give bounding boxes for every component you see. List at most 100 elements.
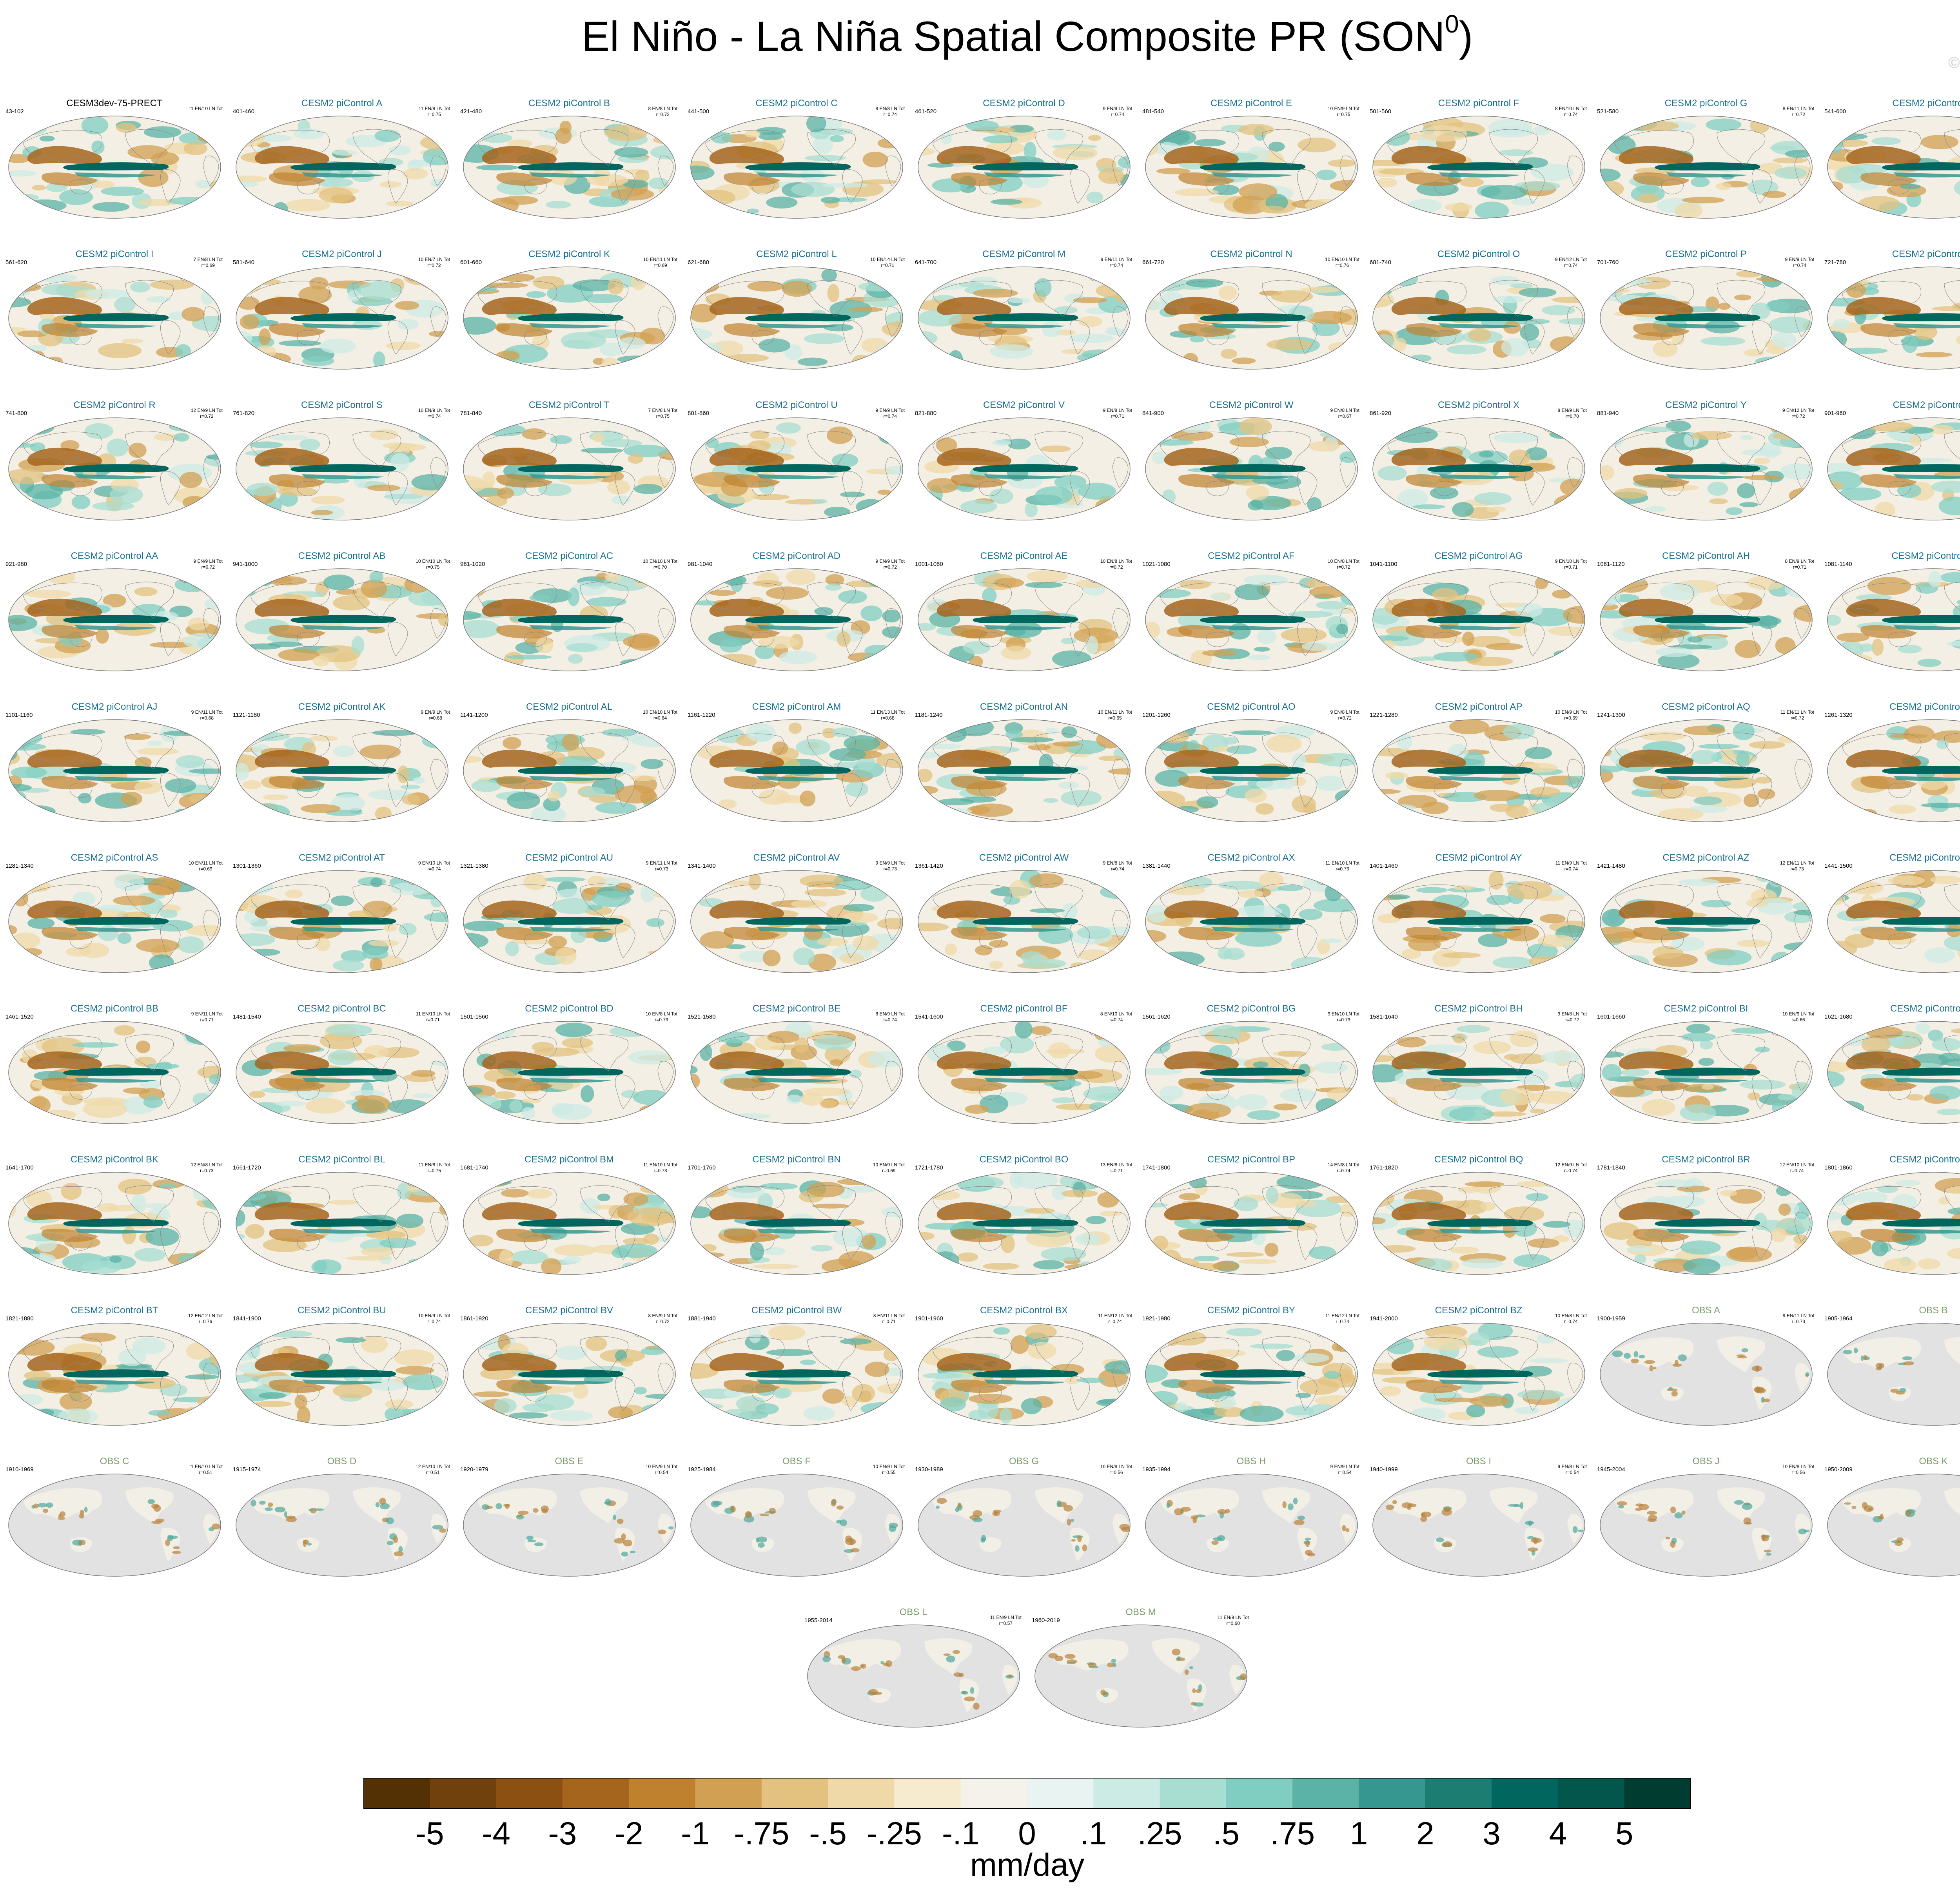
panel-stats: 9 EN/11 LN Tot r=0.74 — [1101, 257, 1132, 268]
map-panel: CESM2 piControl BW 1881-1940 8 EN/11 LN To… — [685, 1305, 908, 1427]
precip-anomaly-map — [1034, 1624, 1247, 1728]
panel-event-count: 11 EN/9 LN Tot — [1217, 1615, 1249, 1620]
panel-title: CESM2 piControl BM — [524, 1154, 614, 1165]
map-panel: OBS L 1955-2014 11 EN/9 LN Tot r=0.57 — [802, 1607, 1025, 1728]
panel-event-count: 10 EN/11 LN Tot — [1098, 709, 1132, 715]
map-panel: CESM2 piControl AH 1061-1120 8 EN/9 LN Tot… — [1595, 551, 1817, 672]
panel-event-count: 11 EN/11 LN Tot — [1780, 709, 1814, 715]
panel-stats: 9 EN/8 LN Tot r=0.72 — [1558, 1011, 1587, 1023]
panel-event-count: 11 EN/8 LN Tot — [418, 1162, 450, 1168]
map-panel: CESM2 piControl Y 881-940 9 EN/12 LN Tot r=… — [1595, 400, 1817, 521]
precip-anomaly-map — [236, 1323, 448, 1426]
panel-stats: 10 EN/11 LN Tot r=0.69 — [189, 860, 223, 872]
panel-title: CESM2 piControl Q — [1892, 249, 1960, 259]
precip-anomaly-map — [8, 1172, 221, 1275]
panel-years: 961-1020 — [460, 561, 485, 567]
panel-title: CESM2 piControl AN — [980, 702, 1068, 712]
map-panel: CESM2 piControl AO 1201-1260 9 EN/8 LN Tot… — [1140, 702, 1363, 823]
panel-stats: 9 EN/8 LN Tot r=0.54 — [1558, 1464, 1587, 1476]
panel-stats: 8 EN/11 LN Tot r=0.72 — [1783, 106, 1814, 118]
panel-event-count: 9 EN/8 LN Tot — [1557, 1011, 1587, 1017]
map-panel: CESM2 piControl F 501-560 8 EN/10 LN Tot r=… — [1367, 98, 1590, 219]
panel-stats: 9 EN/8 LN Tot r=0.72 — [1330, 709, 1359, 721]
panel-stats: 8 EN/9 LN Tot r=0.74 — [876, 1011, 905, 1023]
panel-correlation: r=0.74 — [883, 1017, 897, 1023]
precip-anomaly-map — [1600, 568, 1813, 671]
precip-anomaly-map — [236, 719, 448, 822]
panel-title: CESM2 piControl BJ — [1890, 1003, 1960, 1014]
map-panel: CESM2 piControl P 701-760 9 EN/9 LN Tot r=0… — [1595, 249, 1817, 370]
panel-correlation: r=0.74 — [1108, 1319, 1122, 1324]
panel-years: 1641-1700 — [5, 1164, 34, 1171]
panel-years: 1341-1400 — [688, 863, 716, 869]
precip-anomaly-map — [236, 1172, 448, 1275]
panel-years: 901-960 — [1824, 410, 1846, 417]
map-panel: CESM2 piControl BV 1861-1920 8 EN/9 LN Tot… — [458, 1305, 681, 1427]
watermark: © CVDP-LE — [1948, 54, 1960, 71]
panel-stats: 8 EN/10 LN Tot r=0.74 — [1555, 106, 1587, 118]
panel-title: CESM2 piControl BV — [525, 1305, 613, 1316]
panel-event-count: 8 EN/11 LN Tot — [873, 1313, 905, 1318]
panel-title: CESM2 piControl B — [528, 98, 610, 109]
panel-title: CESM2 piControl AH — [1662, 551, 1750, 561]
colorbar-frame — [363, 1778, 1691, 1809]
panel-stats: 10 EN/10 LN Tot r=0.64 — [643, 709, 677, 721]
map-panel: CESM2 piControl W 841-900 9 EN/8 LN Tot r=0… — [1140, 400, 1363, 521]
colorbar-swatch — [496, 1778, 563, 1809]
panel-stats: 9 EN/10 LN Tot r=0.74 — [418, 860, 450, 872]
colorbar-swatch — [1558, 1778, 1625, 1809]
precip-anomaly-map — [8, 1474, 221, 1577]
precip-anomaly-map — [8, 719, 221, 822]
panel-stats: 10 EN/8 LN Tot r=0.73 — [646, 1011, 677, 1023]
panel-event-count: 12 EN/10 LN Tot — [1780, 1162, 1814, 1168]
panel-event-count: 10 EN/9 LN Tot — [645, 1464, 677, 1469]
map-panel: CESM2 piControl X 861-920 8 EN/9 LN Tot r=0… — [1367, 400, 1590, 521]
panel-correlation: r=0.71 — [1111, 413, 1124, 419]
precip-anomaly-map — [1145, 267, 1358, 370]
map-panel: CESM2 piControl V 821-880 9 EN/8 LN Tot r=0… — [913, 400, 1135, 521]
colorbar-tick: -4 — [482, 1816, 511, 1851]
panel-years: 1960-2019 — [1032, 1617, 1060, 1624]
panel-years: 1181-1240 — [915, 712, 943, 718]
panel-event-count: 10 EN/9 LN Tot — [418, 1313, 450, 1318]
panel-event-count: 8 EN/9 LN Tot — [1785, 558, 1814, 564]
panel-correlation: r=0.65 — [1108, 715, 1122, 721]
panel-title: CESM2 piControl AG — [1434, 551, 1523, 561]
panel-years: 1581-1640 — [1370, 1013, 1398, 1020]
panel-title: OBS B — [1919, 1305, 1948, 1316]
panel-event-count: 10 EN/10 LN Tot — [643, 709, 677, 715]
panel-correlation: r=0.74 — [1336, 1319, 1349, 1324]
precip-anomaly-map — [1145, 417, 1358, 520]
precip-anomaly-map — [690, 1021, 903, 1124]
panel-years: 43-102 — [5, 108, 24, 115]
panel-event-count: 10 EN/10 LN Tot — [643, 558, 677, 564]
precip-anomaly-map — [918, 568, 1131, 671]
panel-correlation: r=0.73 — [653, 1168, 667, 1173]
panel-correlation: r=0.74 — [1564, 112, 1578, 117]
panel-stats: 10 EN/10 LN Tot r=0.76 — [1325, 257, 1359, 268]
panel-event-count: 9 EN/10 LN Tot — [418, 860, 450, 866]
colorbar-swatch — [1359, 1778, 1426, 1809]
precip-anomaly-map — [1372, 1323, 1585, 1426]
map-panel: CESM2 piControl M 641-700 9 EN/11 LN Tot r=… — [913, 249, 1135, 370]
colorbar-swatch — [761, 1778, 828, 1809]
panel-stats: 9 EN/11 LN Tot r=0.71 — [191, 1011, 223, 1023]
panel-event-count: 9 EN/8 LN Tot — [1103, 860, 1132, 866]
panel-years: 681-740 — [1370, 259, 1392, 266]
colorbar-swatch — [1624, 1778, 1691, 1809]
precip-anomaly-map — [1827, 116, 1960, 219]
panel-event-count: 10 EN/8 LN Tot — [1100, 558, 1132, 564]
panel-years: 1241-1300 — [1597, 712, 1625, 718]
panel-stats: 11 EN/11 LN Tot r=0.72 — [1780, 709, 1814, 721]
panel-correlation: r=0.56 — [1109, 1470, 1123, 1475]
map-panel: CESM2 piControl BB 1461-1520 9 EN/11 LN To… — [3, 1003, 226, 1125]
panel-event-count: 9 EN/9 LN Tot — [193, 558, 223, 564]
panel-years: 701-760 — [1597, 259, 1619, 266]
map-panel: CESM2 piControl BF 1541-1600 8 EN/10 LN To… — [913, 1003, 1135, 1125]
panel-title: CESM2 piControl BL — [298, 1154, 385, 1165]
map-panel: CESM2 piControl BY 1921-1980 11 EN/12 LN T… — [1140, 1305, 1363, 1427]
panel-correlation: r=0.72 — [656, 1319, 670, 1324]
precip-anomaly-map — [463, 267, 676, 370]
precip-anomaly-map — [463, 1021, 676, 1124]
